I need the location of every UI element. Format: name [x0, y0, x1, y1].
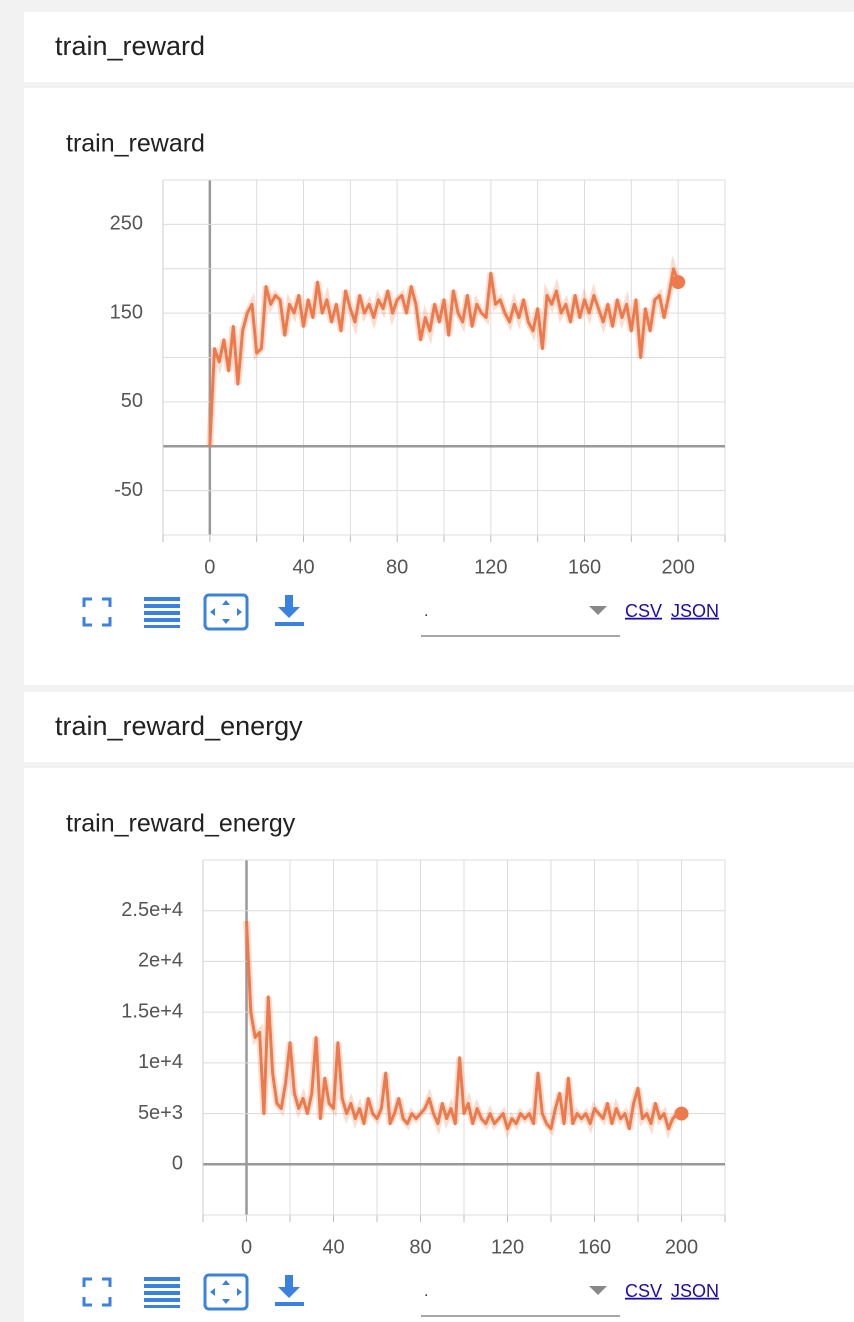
- x-tick-label: 160: [568, 556, 601, 578]
- chart-card: [24, 88, 854, 685]
- log-scale-button[interactable]: [144, 1277, 180, 1308]
- x-tick-label: 40: [322, 1236, 344, 1258]
- x-tick-label: 200: [665, 1236, 698, 1258]
- section-header-card: [24, 692, 854, 762]
- csv-link[interactable]: CSV: [625, 1281, 662, 1301]
- x-tick-label: 80: [409, 1236, 431, 1258]
- x-tick-label: 0: [241, 1236, 252, 1258]
- download-button[interactable]: [275, 1275, 304, 1306]
- run-dropdown[interactable]: .: [424, 603, 428, 620]
- json-link[interactable]: JSON: [671, 1281, 719, 1301]
- fullscreen-button[interactable]: [82, 597, 112, 627]
- x-tick-label: 0: [204, 556, 215, 578]
- y-tick-label: 50: [121, 390, 143, 412]
- fit-domain-button[interactable]: [203, 1273, 249, 1311]
- y-tick-label: 1e+4: [138, 1051, 183, 1073]
- y-tick-label: 150: [110, 301, 143, 323]
- series-line: [208, 267, 680, 447]
- x-tick-label: 80: [386, 556, 408, 578]
- last-point: [674, 1106, 689, 1121]
- chart-controls: . CSV JSON: [82, 593, 719, 637]
- fullscreen-button[interactable]: [82, 1277, 112, 1307]
- y-tick-label: 0: [172, 1153, 183, 1175]
- last-point: [671, 275, 686, 290]
- y-tick-label: -50: [114, 479, 143, 501]
- x-tick-label: 120: [491, 1236, 524, 1258]
- x-tick-label: 40: [292, 556, 314, 578]
- dropdown-arrow[interactable]: [589, 606, 607, 615]
- chart-title: train_reward: [66, 130, 205, 158]
- chart: 0 40 80 120 160 200 250 150 50 -50: [110, 179, 726, 578]
- chart: 0 40 80 120 160 200 2.5e+4 2e+4 1.5e+4 1e+4 5e+3 0: [121, 859, 726, 1258]
- y-tick-label: 250: [110, 213, 143, 235]
- x-tick-label: 120: [474, 556, 507, 578]
- section-header[interactable]: train_reward: [55, 31, 205, 61]
- csv-link[interactable]: CSV: [625, 601, 662, 621]
- run-dropdown[interactable]: .: [424, 1283, 428, 1300]
- chart-title: train_reward_energy: [66, 810, 296, 838]
- y-tick-label: 2e+4: [138, 950, 183, 972]
- x-tick-label: 200: [661, 556, 694, 578]
- x-tick-label: 160: [578, 1236, 611, 1258]
- fit-domain-button[interactable]: [203, 593, 249, 631]
- log-scale-button[interactable]: [144, 597, 180, 628]
- chart-controls: . CSV JSON: [82, 1273, 719, 1317]
- download-button[interactable]: [275, 595, 304, 626]
- y-tick-label: 2.5e+4: [121, 899, 183, 921]
- series-line: [245, 920, 682, 1131]
- section-header-card: [24, 12, 854, 82]
- y-tick-label: 1.5e+4: [121, 1000, 183, 1022]
- chart-card: [24, 768, 854, 1322]
- y-tick-label: 5e+3: [138, 1102, 183, 1124]
- json-link[interactable]: JSON: [671, 601, 719, 621]
- section-header[interactable]: train_reward_energy: [55, 711, 303, 741]
- dropdown-arrow[interactable]: [589, 1286, 607, 1295]
